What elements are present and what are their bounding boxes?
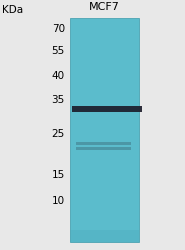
Text: 25: 25 — [51, 129, 65, 139]
Bar — [72, 106, 142, 112]
Bar — [70, 230, 139, 242]
Text: 35: 35 — [51, 95, 65, 105]
Text: 40: 40 — [52, 71, 65, 81]
Text: MCF7: MCF7 — [89, 2, 120, 12]
Text: 55: 55 — [51, 46, 65, 56]
Bar — [76, 142, 131, 145]
Text: 70: 70 — [52, 24, 65, 34]
Bar — [76, 147, 131, 150]
Text: KDa: KDa — [2, 5, 23, 15]
Bar — [70, 18, 139, 242]
Text: 15: 15 — [51, 170, 65, 180]
Text: 10: 10 — [52, 196, 65, 206]
